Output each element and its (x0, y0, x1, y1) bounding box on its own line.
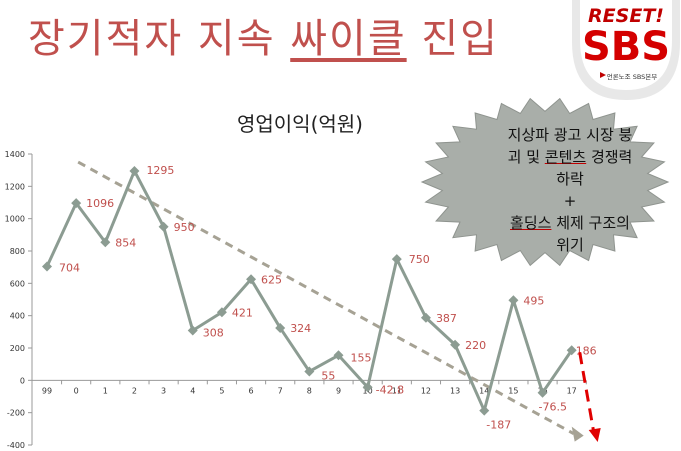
trend-line (77, 160, 575, 435)
x-tick-label: 11 (392, 386, 402, 395)
y-tick-label: -200 (7, 409, 25, 418)
x-tick-label: 4 (190, 386, 195, 395)
callout-line-2: 괴 및 콘텐츠 경쟁력 (470, 146, 670, 168)
forecast-arrowhead-icon (588, 428, 601, 442)
callout-line-2c: 경쟁력 (586, 148, 633, 166)
y-tick-label: 600 (10, 279, 25, 288)
data-point-marker (508, 295, 519, 306)
y-tick-label: 0 (20, 376, 25, 385)
y-tick-label: 1200 (5, 182, 25, 191)
data-point-marker (450, 339, 461, 350)
data-point-marker (304, 366, 315, 377)
forecast-line (578, 352, 596, 433)
data-label: 1295 (146, 164, 174, 177)
data-labels: 7041096854129595030842162532455155-42.87… (59, 164, 597, 432)
x-tick-label: 1 (103, 386, 108, 395)
data-point-marker (479, 405, 490, 416)
data-point-marker (362, 382, 373, 393)
data-label: 1096 (86, 197, 114, 210)
x-tick-label: 9 (336, 386, 341, 395)
callout-line-3: 하락 (556, 170, 584, 188)
x-tick-label: 0 (74, 386, 79, 395)
callout-cloud (420, 97, 670, 267)
data-point-marker (391, 254, 402, 265)
x-tick-label: 17 (567, 386, 577, 395)
callout-line-2a: 괴 및 (507, 148, 545, 166)
data-point-marker (42, 261, 52, 272)
data-point-marker (246, 274, 257, 285)
data-label: 421 (232, 306, 253, 319)
x-tick-label: 6 (249, 386, 254, 395)
callout-line-5b: 체제 구조의 (551, 214, 630, 232)
logo-arrow-icon (600, 72, 606, 78)
chart-series (42, 165, 577, 416)
data-point-marker (566, 345, 577, 356)
x-tick-label: 15 (508, 386, 518, 395)
x-tick-label: 12 (421, 386, 431, 395)
chart-title: 영업이익(억원) (237, 112, 363, 136)
data-label: 625 (261, 273, 282, 286)
callout-line-5: 홀딩스 체제 구조의 (470, 212, 670, 234)
data-point-marker (158, 221, 169, 232)
x-tick-label: 13 (450, 386, 460, 395)
data-label: 495 (523, 294, 544, 307)
logo-top-text: RESET! (588, 5, 664, 27)
x-tick-label: 3 (161, 386, 166, 395)
data-label: 387 (436, 312, 457, 325)
x-tick-label: 7 (278, 386, 283, 395)
data-point-marker (187, 325, 198, 336)
data-label: 308 (203, 327, 224, 340)
y-tick-label: 1400 (5, 150, 25, 159)
page-headline: 장기적자 지속 싸이클 진입 (28, 6, 499, 64)
y-tick-label: 400 (10, 312, 25, 321)
logo-big-text: SBS (582, 24, 670, 70)
data-point-marker (129, 165, 140, 176)
data-point-marker (71, 198, 82, 209)
x-tick-label: 2 (132, 386, 137, 395)
data-label: 750 (409, 253, 430, 266)
callout-text: 지상파 광고 시장 붕 괴 및 콘텐츠 경쟁력 하락 + 홀딩스 체제 구조의 … (470, 124, 670, 256)
y-tick-label: -400 (7, 441, 25, 450)
logo-sub-text: 언론노조 SBS본부 (607, 73, 658, 81)
data-point-marker (100, 237, 111, 248)
data-label: -42.8 (376, 383, 404, 396)
data-point-marker (420, 312, 431, 323)
data-point-marker (537, 387, 548, 398)
y-tick-label: 1000 (5, 215, 25, 224)
callout-line-6: 위기 (556, 236, 584, 254)
data-label: 854 (115, 236, 136, 249)
x-tick-label: 99 (42, 386, 52, 395)
trend-arrow (77, 160, 584, 442)
trend-arrowhead-icon (571, 426, 584, 442)
data-label: 950 (174, 221, 195, 234)
data-label: -76.5 (539, 401, 567, 414)
y-tick-label: 800 (10, 247, 25, 256)
x-tick-label: 8 (307, 386, 312, 395)
data-point-marker (216, 307, 227, 318)
callout-line-4: + (563, 192, 577, 210)
data-label: 220 (465, 339, 486, 352)
logo-inner (580, 0, 672, 90)
data-label: 324 (290, 322, 311, 335)
callout-line-5a: 홀딩스 (510, 214, 552, 232)
headline-part-2: 싸이클 (290, 16, 407, 62)
data-label: 155 (351, 351, 372, 364)
reset-sbs-logo: RESET! SBS 언론노조 SBS본부 (572, 0, 680, 100)
data-label: 55 (321, 369, 335, 382)
data-label: -187 (486, 419, 511, 432)
y-tick-label: 200 (10, 344, 25, 353)
data-label: 704 (59, 262, 80, 275)
x-tick-label: 14 (479, 386, 489, 395)
data-point-marker (275, 322, 286, 333)
x-tick-label: 5 (219, 386, 224, 395)
forecast-arrow (578, 352, 601, 442)
data-point-marker (333, 350, 344, 361)
callout-line-1: 지상파 광고 시장 붕 (507, 126, 633, 144)
headline-part-3: 진입 (406, 16, 499, 62)
callout-burst-shape (420, 97, 670, 267)
callout-line-2b: 콘텐츠 (544, 148, 587, 166)
headline-part-1: 장기적자 지속 (28, 16, 291, 62)
